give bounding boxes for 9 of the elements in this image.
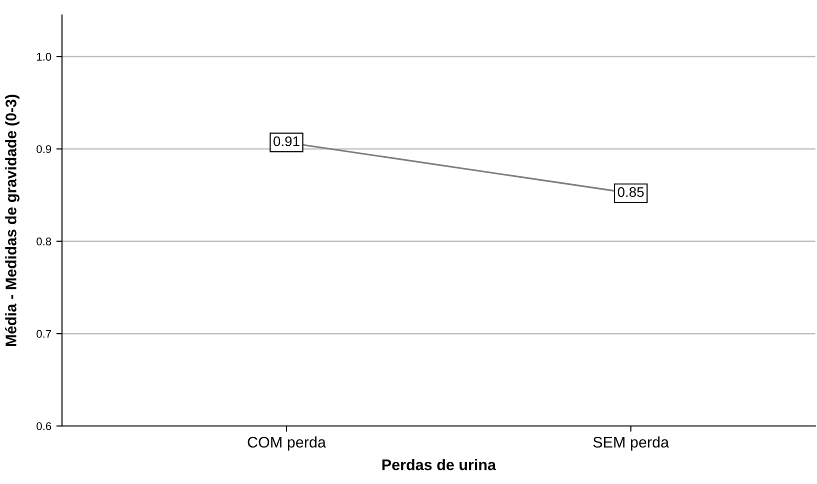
y-tick-label: 1.0 bbox=[36, 52, 52, 61]
y-tick-label: 0.6 bbox=[36, 422, 52, 430]
y-tick-label: 0.9 bbox=[36, 145, 52, 154]
x-tick-label: SEM perda bbox=[593, 436, 670, 451]
y-tick-label: 0.8 bbox=[36, 238, 52, 246]
y-tick-label: 0.7 bbox=[36, 330, 52, 338]
x-tick-label: COM perda bbox=[248, 436, 326, 451]
y-axis-title: Média - Medidas de gravidade (0-3) bbox=[5, 94, 20, 346]
x-axis-title: Perdas de urina bbox=[382, 458, 496, 470]
